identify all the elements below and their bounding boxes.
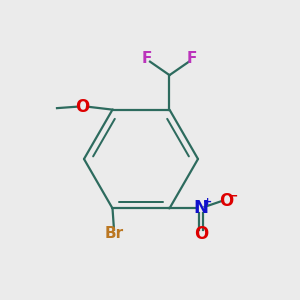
Text: F: F (142, 51, 152, 66)
Text: Br: Br (104, 226, 124, 242)
Text: O: O (75, 98, 90, 116)
Text: N: N (194, 200, 208, 217)
Text: F: F (187, 51, 197, 66)
Text: O: O (194, 225, 208, 243)
Text: −: − (228, 190, 239, 203)
Text: +: + (203, 197, 212, 207)
Text: O: O (219, 192, 234, 210)
